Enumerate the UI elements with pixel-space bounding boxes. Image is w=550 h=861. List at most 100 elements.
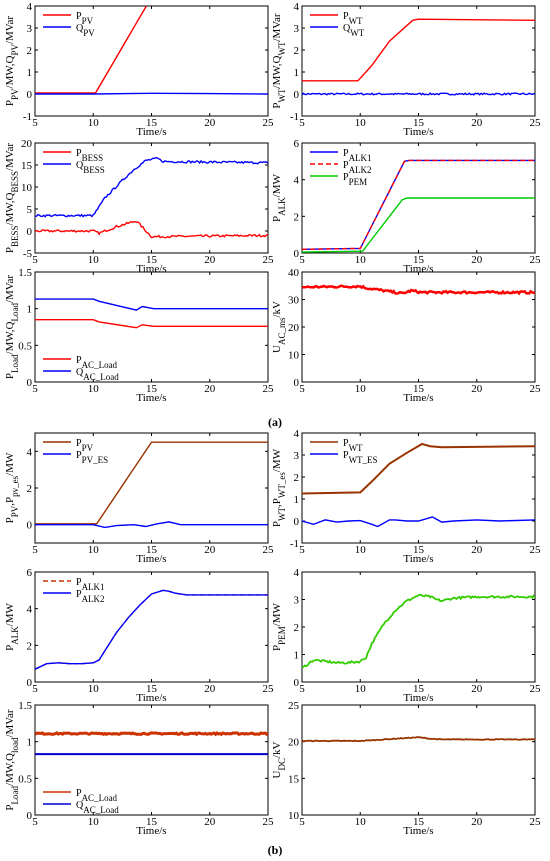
y-axis-label: PWT,PWT_es/MW [271, 448, 287, 527]
x-tick-label: 20 [471, 383, 483, 395]
series-line-1 [302, 593, 535, 669]
y-axis-label: PBESS/MW,QBESS/MVar [4, 143, 20, 254]
legend-entry: PALK2 [76, 589, 105, 604]
x-tick-label: 10 [88, 117, 100, 129]
chart-panel-2: 5 10 15 20 25 -1 0 1 2 3 4 Time/s PWT/MW,QWT/MVar PWT… [271, 1, 541, 138]
x-tick-label: 15 [146, 544, 158, 556]
x-tick-label: 15 [146, 816, 158, 828]
x-axis-label: Time/s [136, 126, 166, 138]
y-tick-label: 1 [27, 304, 33, 316]
x-axis-label: Time/s [136, 392, 166, 404]
y-tick-label: 0.5 [18, 773, 32, 785]
series-line-2 [302, 159, 535, 250]
x-tick-label: 5 [32, 816, 38, 828]
plot-frame [301, 704, 536, 816]
chart-panel-10: 5 10 15 20 25 0 1 2 3 4 Time/s PPEM/MW [271, 567, 541, 704]
chart-panel-3: 5 10 15 20 25-505101520Time/sPBESS/MW,QBESS/… [4, 138, 274, 275]
series-line-1 [302, 18, 535, 82]
y-tick-label: 40 [288, 267, 300, 279]
chart-panel-5: 5 10 15 20 25 0 0.5 1 1.5 Time/s PLoad/MW,QLoad/MV… [4, 267, 274, 404]
series-line-1 [35, 441, 268, 525]
y-tick-label: 0 [294, 677, 300, 689]
y-tick-label: 4 [294, 175, 300, 187]
x-tick-label: 10 [88, 683, 100, 695]
x-tick-label: 10 [355, 816, 367, 828]
x-tick-label: 20 [204, 254, 216, 266]
x-tick-label: 10 [355, 254, 367, 266]
x-tick-label: 5 [299, 816, 305, 828]
chart-panel-8: 5 10 15 20 25 -1 0 1 2 3 4 Time/s PWT,PWT_es/MW PWTPW… [271, 428, 541, 565]
y-tick-label: 0 [294, 248, 300, 260]
legend-entry: PPV [76, 11, 94, 26]
legend-entry: PAC_Load [76, 788, 118, 803]
x-tick-label: 10 [88, 383, 100, 395]
plot-frame [34, 571, 269, 683]
y-tick-label: 4 [294, 1, 300, 13]
x-tick-label: 5 [32, 254, 38, 266]
legend-entry: QAC_Load [76, 800, 119, 815]
x-axis-label: Time/s [136, 692, 166, 704]
chart-panel-1: 5 10 15 20 25 -1 0 1 2 3 4 Time/s PPV/MW,QPV/MVar PPV… [4, 1, 274, 138]
x-tick-label: 20 [471, 683, 483, 695]
x-tick-label: 15 [413, 683, 425, 695]
legend-entry: PWT [343, 438, 363, 453]
x-tick-label: 15 [146, 254, 158, 266]
y-tick-label: 2 [294, 45, 300, 57]
x-tick-label: 20 [204, 117, 216, 129]
y-tick-label: 3 [294, 23, 300, 35]
y-tick-label: 2 [294, 472, 300, 484]
x-tick-label: 25 [530, 254, 542, 266]
y-tick-label: 15 [288, 773, 300, 785]
x-tick-label: 20 [204, 816, 216, 828]
y-tick-label: 10 [288, 810, 300, 822]
y-tick-label: 2 [294, 622, 300, 634]
series-line-1 [35, 220, 268, 239]
x-tick-label: 5 [299, 544, 305, 556]
y-tick-label: 2 [294, 211, 300, 223]
y-tick-label: 1 [294, 494, 300, 506]
y-axis-label: PWT/MW,QWT/MVar [271, 13, 287, 108]
x-tick-label: 5 [32, 117, 38, 129]
x-tick-label: 25 [263, 383, 275, 395]
x-tick-label: 15 [146, 383, 158, 395]
legend-entry: PWT [343, 11, 363, 26]
legend-entry: PPEM [343, 172, 367, 187]
y-tick-label: 0 [27, 89, 33, 101]
y-tick-label: 25 [288, 700, 300, 712]
y-tick-label: 6 [294, 138, 300, 150]
x-tick-label: 15 [413, 117, 425, 129]
series-line-1 [35, 6, 148, 94]
y-axis-label: PLoad/MW,QLoad/MVar [4, 275, 20, 379]
series-line-2 [302, 516, 535, 528]
y-axis-label: UAC_ms/kV [271, 301, 287, 353]
y-axis-label: PLoad/MW,Qload/MVar [4, 709, 20, 810]
series-line-2 [35, 298, 268, 311]
x-tick-label: 20 [204, 383, 216, 395]
x-tick-label: 25 [263, 544, 275, 556]
x-tick-label: 5 [32, 383, 38, 395]
y-axis-label: UDC/kV [271, 741, 287, 778]
chart-panel-6: 5 10 15 20 25 0 10 20 30 40 Time/s UAC_ms/kV [271, 267, 541, 404]
x-tick-label: 10 [355, 683, 367, 695]
y-tick-label: 20 [21, 138, 33, 150]
y-axis-label: PALK/MW [271, 173, 287, 221]
x-tick-label: 5 [32, 683, 38, 695]
x-tick-label: 25 [530, 816, 542, 828]
x-axis-label: Time/s [403, 126, 433, 138]
plot-frame [301, 571, 536, 683]
y-tick-label: 0 [294, 516, 300, 528]
y-tick-label: 1 [27, 737, 33, 749]
x-tick-label: 20 [204, 544, 216, 556]
legend-entry: PALK1 [343, 148, 372, 163]
series-line-3 [302, 197, 535, 253]
y-tick-label: 4 [294, 567, 300, 579]
x-tick-label: 25 [530, 683, 542, 695]
y-axis-label: PALK/MW [4, 602, 20, 650]
x-tick-label: 15 [413, 383, 425, 395]
figure-label-b: (b) [268, 843, 283, 857]
y-tick-label: 0 [27, 677, 33, 689]
y-tick-label: 10 [288, 350, 300, 362]
y-tick-label: 30 [288, 295, 300, 307]
